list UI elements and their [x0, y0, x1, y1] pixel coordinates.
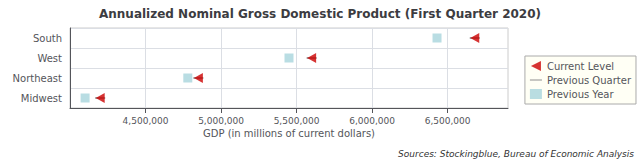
svg-text:Current Level: Current Level [547, 61, 614, 72]
svg-text:6,500,000: 6,500,000 [425, 116, 471, 126]
svg-text:GDP (in millions of current do: GDP (in millions of current dollars) [203, 128, 375, 139]
svg-text:5,000,000: 5,000,000 [198, 116, 244, 126]
svg-text:6,000,000: 6,000,000 [349, 116, 395, 126]
svg-text:South: South [33, 33, 62, 44]
svg-text:Previous Year: Previous Year [547, 89, 615, 100]
svg-text:Annualized Nominal Gross Domes: Annualized Nominal Gross Domestic Produc… [99, 7, 541, 21]
svg-text:Previous Quarter: Previous Quarter [547, 75, 632, 86]
svg-text:5,500,000: 5,500,000 [274, 116, 320, 126]
svg-text:Midwest: Midwest [21, 93, 62, 104]
svg-text:4,500,000: 4,500,000 [123, 116, 169, 126]
svg-text:Northeast: Northeast [13, 73, 62, 84]
svg-text:Sources: Stockingblue, Bureau: Sources: Stockingblue, Bureau of Economi… [398, 149, 634, 159]
svg-text:West: West [37, 53, 62, 64]
